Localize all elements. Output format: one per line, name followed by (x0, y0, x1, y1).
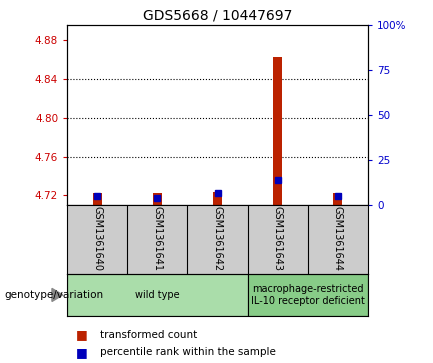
Title: GDS5668 / 10447697: GDS5668 / 10447697 (143, 9, 292, 23)
Text: GSM1361644: GSM1361644 (333, 206, 343, 271)
Bar (333, 193, 343, 205)
Bar (213, 192, 222, 205)
Bar (93, 193, 102, 205)
Text: GSM1361640: GSM1361640 (92, 206, 102, 271)
Text: macrophage-restricted
IL-10 receptor deficient: macrophage-restricted IL-10 receptor def… (251, 284, 365, 306)
Polygon shape (52, 288, 63, 301)
Bar (248, 274, 368, 316)
Text: ■: ■ (76, 328, 87, 341)
Bar (67, 274, 248, 316)
Bar (273, 57, 282, 205)
Text: GSM1361643: GSM1361643 (273, 206, 283, 271)
Text: genotype/variation: genotype/variation (4, 290, 103, 300)
Text: GSM1361641: GSM1361641 (152, 206, 162, 271)
Text: ■: ■ (76, 346, 87, 359)
Bar (153, 193, 162, 205)
Text: GSM1361642: GSM1361642 (213, 205, 223, 271)
Text: transformed count: transformed count (100, 330, 197, 340)
Text: wild type: wild type (135, 290, 180, 300)
Text: percentile rank within the sample: percentile rank within the sample (100, 347, 275, 357)
